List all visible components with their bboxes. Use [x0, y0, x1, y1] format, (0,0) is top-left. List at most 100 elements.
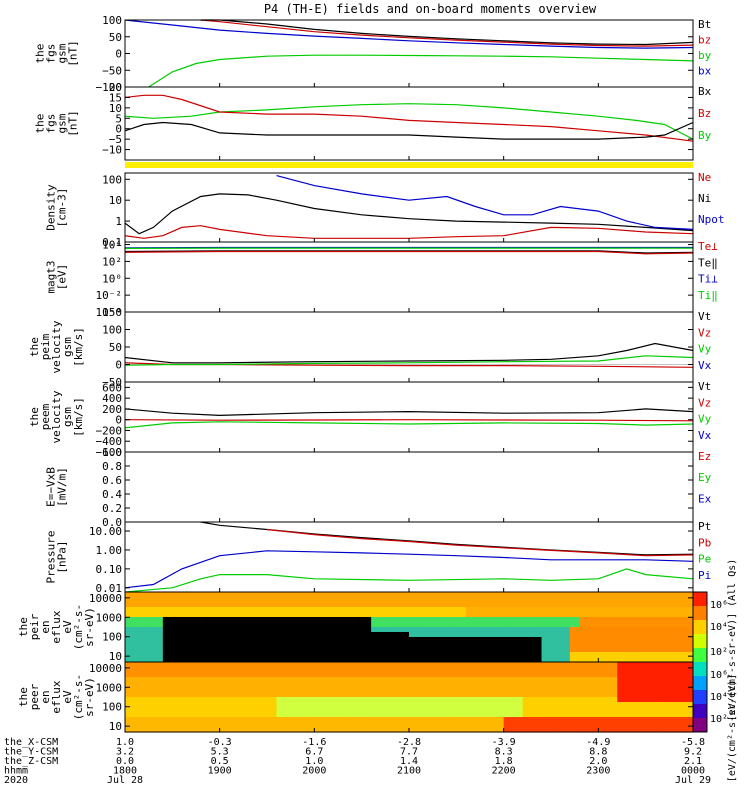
time-row-value: 2000: [302, 766, 326, 777]
spectrogram-cell: [314, 722, 325, 728]
spectrogram-cell: [522, 682, 533, 688]
spectrogram-cell: [267, 632, 278, 638]
spectrogram-cell: [456, 692, 467, 698]
spectrogram-cell: [285, 612, 296, 618]
time-row-value: 2300: [586, 766, 610, 777]
spectrogram-cell: [352, 622, 363, 628]
spectrogram-cell: [314, 717, 325, 723]
ylabel-line: E=−VxB: [45, 467, 58, 507]
spectrogram-cell: [475, 597, 486, 603]
spectrogram-cell: [134, 682, 145, 688]
spectrogram-cell: [427, 602, 438, 608]
spectrogram-cell: [399, 727, 410, 733]
spectrogram-cell: [285, 727, 296, 733]
spectrogram-cell: [238, 592, 249, 598]
spectrogram-cell: [314, 602, 325, 608]
spectrogram-cell: [342, 692, 353, 698]
spectrogram-cell: [267, 672, 278, 678]
spectrogram-cell: [181, 652, 192, 658]
spectrogram-cell: [172, 677, 183, 683]
spectrogram-cell: [636, 652, 647, 658]
spectrogram-cell: [200, 702, 211, 708]
spectrogram-cell: [229, 592, 240, 598]
spectrogram-cell: [181, 647, 192, 653]
colorbar-segment: [693, 606, 707, 621]
spectrogram-cell: [588, 717, 599, 723]
spectrogram-cell: [674, 717, 685, 723]
spectrogram-cell: [143, 687, 154, 693]
spectrogram-cell: [238, 702, 249, 708]
spectrogram-cell: [285, 652, 296, 658]
spectrogram-cell: [248, 627, 259, 633]
spectrogram-cell: [598, 692, 609, 698]
spectrogram-cell: [541, 692, 552, 698]
spectrogram-cell: [541, 622, 552, 628]
spectrogram-cell: [664, 692, 675, 698]
spectrogram-cell: [503, 722, 514, 728]
spectrogram-cell: [295, 702, 306, 708]
spectrogram-cell: [427, 592, 438, 598]
spectrogram-cell: [437, 662, 448, 668]
spectrogram-cell: [598, 672, 609, 678]
spectrogram-cell: [645, 652, 656, 658]
spectrogram-cell: [352, 607, 363, 613]
spectrogram-cell: [465, 597, 476, 603]
spectrogram-cell: [380, 707, 391, 713]
ytick-label: 150: [102, 306, 122, 319]
spectrogram-cell: [645, 687, 656, 693]
spectrogram-cell: [409, 602, 420, 608]
spectrogram-cell: [143, 617, 154, 623]
spectrogram-cell: [532, 612, 543, 618]
spectrogram-cell: [513, 722, 524, 728]
spectrogram-cell: [522, 697, 533, 703]
spectrogram-cell: [162, 697, 173, 703]
spectrogram-cell: [399, 627, 410, 633]
spectrogram-cell: [276, 652, 287, 658]
spectrogram-cell: [285, 597, 296, 603]
spectrogram-cell: [323, 647, 334, 653]
ytick-label: 0: [115, 414, 122, 427]
spectrogram-cell: [314, 637, 325, 643]
spectrogram-cell: [390, 597, 401, 603]
ytick-label: 10: [109, 194, 122, 207]
spectrogram-cell: [399, 602, 410, 608]
spectrogram-cell: [437, 622, 448, 628]
spectrogram-cell: [323, 612, 334, 618]
spectrogram-cell: [276, 592, 287, 598]
spectrogram-cell: [607, 627, 618, 633]
time-row-value: 1800: [113, 766, 137, 777]
spectrogram-cell: [314, 682, 325, 688]
spectrogram-cell: [125, 642, 136, 648]
spectrogram-cell: [361, 677, 372, 683]
spectrogram-cell: [579, 627, 590, 633]
spectrogram-cell: [238, 677, 249, 683]
panel-frame: [124, 19, 694, 88]
spectrogram-cell: [655, 592, 666, 598]
spectrogram-cell: [125, 717, 136, 723]
spectrogram-cell: [560, 592, 571, 598]
spectrogram-cell: [683, 662, 694, 668]
spectrogram-cell: [513, 592, 524, 598]
spectrogram-cell: [314, 702, 325, 708]
spectrogram-cell: [484, 612, 495, 618]
spectrogram-cell: [617, 717, 628, 723]
spectrogram-cell: [674, 697, 685, 703]
time-row-value: 2200: [492, 766, 516, 777]
spectrogram-cell: [399, 717, 410, 723]
spectrogram-cell: [238, 667, 249, 673]
spectrogram-cell: [541, 687, 552, 693]
spectrogram-cell: [314, 627, 325, 633]
spectrogram-cell: [683, 627, 694, 633]
spectrogram-cell: [181, 592, 192, 598]
spectrogram-cell: [598, 702, 609, 708]
spectrogram-cell: [399, 712, 410, 718]
spectrogram-cell: [674, 647, 685, 653]
ytick-label: 100: [102, 701, 122, 714]
spectrogram-cell: [513, 622, 524, 628]
spectrogram-cell: [617, 627, 628, 633]
spectrogram-cell: [162, 592, 173, 598]
spectrogram-cell: [541, 717, 552, 723]
spectrogram-cell: [342, 642, 353, 648]
spectrogram-cell: [219, 662, 230, 668]
spectrogram-cell: [456, 592, 467, 598]
